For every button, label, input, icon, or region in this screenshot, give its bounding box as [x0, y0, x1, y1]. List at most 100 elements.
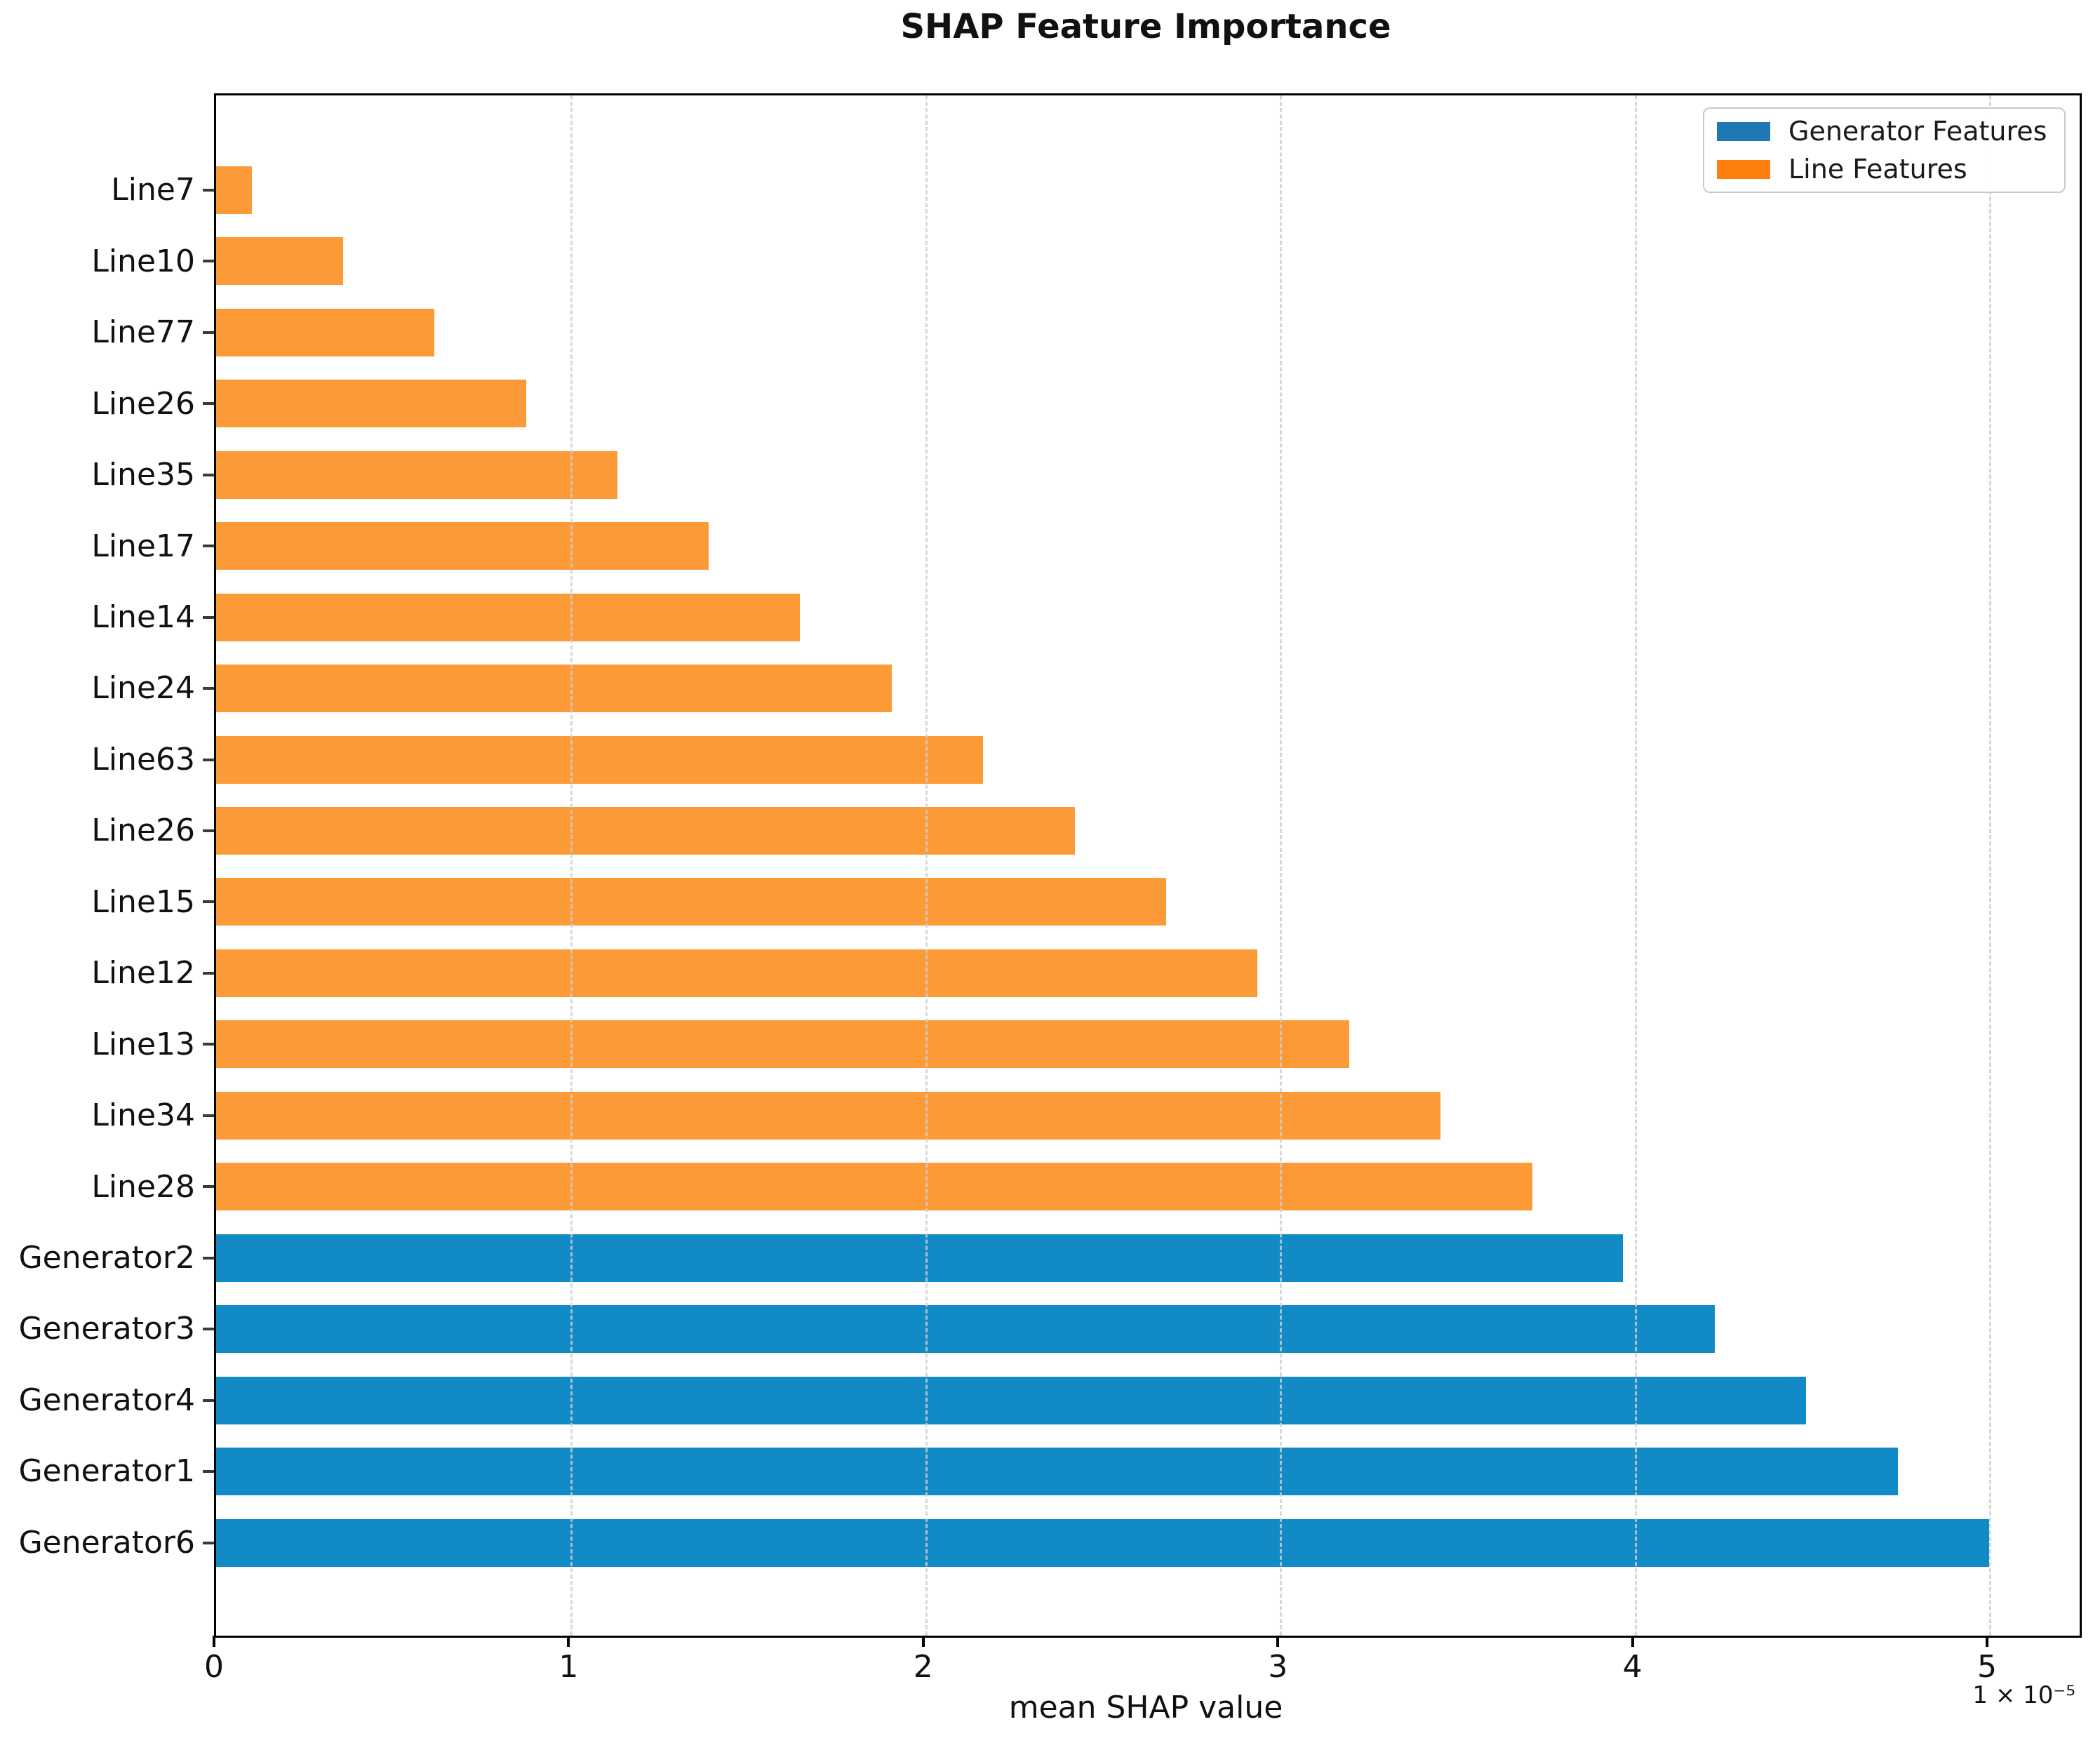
y-tick [203, 1541, 214, 1544]
bar-row: Line13 [91, 1009, 2080, 1080]
x-tick [1986, 1636, 1988, 1647]
y-axis-label: Line63 [91, 741, 195, 777]
y-axis-label: Line35 [91, 457, 195, 493]
legend-label: Line Features [1788, 154, 1967, 185]
y-tick [203, 900, 214, 904]
y-tick [203, 545, 214, 548]
bar-line24 [216, 665, 892, 713]
bar-line10 [216, 237, 343, 286]
y-axis-label: Line34 [91, 1097, 195, 1134]
x-tick [567, 1636, 570, 1647]
bar-row: Line34 [91, 1080, 2080, 1151]
y-axis-label: Line15 [91, 883, 195, 920]
bar-row: Line24 [91, 653, 2080, 723]
bar-row: Line7 [111, 154, 2080, 225]
legend-item-generator: Generator Features [1704, 116, 2064, 147]
y-tick [203, 188, 214, 192]
y-axis-label: Line13 [91, 1026, 195, 1062]
bar-row: Generator4 [19, 1365, 2080, 1436]
bar-row: Generator1 [19, 1436, 2080, 1507]
y-tick [203, 687, 214, 690]
y-tick [203, 1256, 214, 1260]
bar-row: Line15 [91, 867, 2080, 937]
x-tick [921, 1636, 925, 1647]
y-tick [203, 1185, 214, 1189]
x-tick [1631, 1636, 1634, 1647]
chart-title: SHAP Feature Importance [900, 7, 1391, 46]
x-tick-label: 4 [1622, 1649, 1643, 1685]
legend-swatch-line [1717, 159, 1770, 179]
y-axis-label: Generator4 [18, 1382, 195, 1418]
y-axis-label: Line24 [91, 670, 195, 707]
y-tick [203, 1328, 214, 1331]
bar-line28 [216, 1163, 1532, 1211]
x-tick-label: 1 [559, 1649, 579, 1685]
bar-line17 [216, 522, 709, 570]
y-axis-label: Line28 [91, 1168, 195, 1205]
y-tick [203, 1043, 214, 1046]
x-tick-label: 2 [913, 1649, 933, 1685]
y-tick [203, 971, 214, 975]
x-tick [1276, 1636, 1280, 1647]
y-axis-label: Line26 [91, 813, 195, 849]
bar-line63 [216, 735, 984, 784]
bar-line34 [216, 1091, 1441, 1140]
x-axis-offset-label: 1 × 10⁻⁵ [1972, 1681, 2075, 1709]
gridline-x3 [1280, 95, 1283, 1636]
y-tick [203, 1398, 214, 1402]
bar-row: Line14 [91, 582, 2080, 653]
y-axis-label: Line12 [91, 955, 195, 991]
bar-generator1 [216, 1448, 1898, 1496]
bar-generator6 [216, 1518, 1989, 1567]
bar-row: Generator2 [19, 1222, 2080, 1293]
bar-generator4 [216, 1376, 1807, 1424]
legend-item-line: Line Features [1704, 154, 2064, 185]
y-tick [203, 615, 214, 619]
y-axis-label: Generator2 [18, 1240, 195, 1276]
bar-line12 [216, 949, 1258, 997]
x-axis-label: mean SHAP value [1008, 1690, 1283, 1725]
y-tick [203, 758, 214, 761]
y-tick [203, 330, 214, 334]
y-tick [203, 1114, 214, 1117]
gridline-x1 [570, 95, 573, 1636]
y-axis-label: Line7 [111, 172, 195, 208]
bar-row: Line10 [91, 226, 2080, 297]
bar-row: Line35 [91, 439, 2080, 510]
y-tick [203, 402, 214, 406]
gridline-x5 [1989, 95, 1991, 1636]
y-axis-label: Generator3 [18, 1311, 195, 1347]
y-axis-label: Line26 [91, 385, 195, 422]
y-axis-label: Line10 [91, 243, 195, 279]
bar-line13 [216, 1020, 1349, 1069]
legend: Generator Features Line Features [1703, 107, 2066, 193]
bar-row: Line26 [91, 368, 2080, 439]
bar-line15 [216, 878, 1166, 926]
y-axis-label: Line77 [91, 314, 195, 351]
bar-row: Line28 [91, 1151, 2080, 1222]
x-tick-label: 3 [1268, 1649, 1288, 1685]
bar-line14 [216, 593, 801, 641]
bar-row: Line26 [91, 795, 2080, 866]
y-axis-label: Line14 [91, 599, 195, 635]
x-tick-label: 5 [1977, 1649, 1997, 1685]
bar-line26 [216, 380, 526, 428]
bar-row: Line63 [91, 724, 2080, 795]
bar-generator2 [216, 1234, 1624, 1282]
bar-row: Line17 [91, 511, 2080, 582]
y-tick [203, 473, 214, 476]
bar-row: Line12 [91, 937, 2080, 1008]
y-tick [203, 829, 214, 833]
bar-row: Line77 [91, 297, 2080, 368]
bar-line26 [216, 807, 1075, 855]
gridline-x2 [925, 95, 928, 1636]
x-tick [213, 1636, 215, 1647]
bar-generator3 [216, 1305, 1715, 1354]
y-tick [203, 260, 214, 263]
bar-line77 [216, 308, 435, 356]
bar-line7 [216, 166, 252, 214]
bar-row: Generator6 [19, 1507, 2080, 1578]
bar-line35 [216, 450, 618, 499]
y-axis-label: Line17 [91, 528, 195, 564]
